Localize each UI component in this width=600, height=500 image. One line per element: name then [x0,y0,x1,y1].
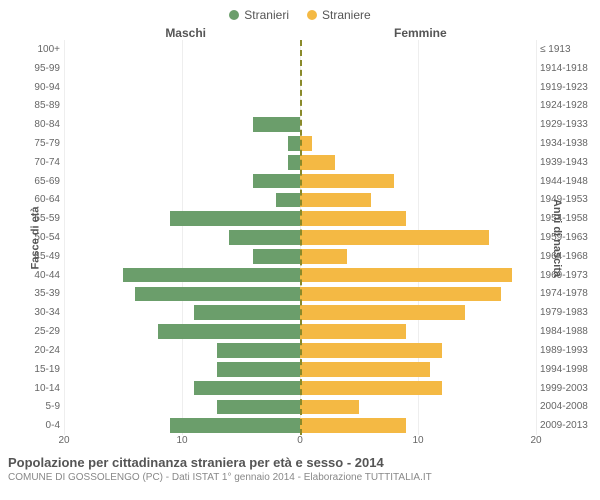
age-label: 65-69 [8,172,64,191]
year-label: 1959-1963 [536,228,592,247]
age-label: 100+ [8,40,64,59]
bar-male [194,305,300,320]
age-label: 90-94 [8,78,64,97]
x-tick: 10 [176,435,187,446]
chart-title: Popolazione per cittadinanza straniera p… [8,455,592,470]
bar-male [217,400,300,415]
bar-female [300,268,512,283]
age-label: 10-14 [8,379,64,398]
bar-male [217,362,300,377]
year-label: 1919-1923 [536,78,592,97]
age-label: 85-89 [8,96,64,115]
year-label: 1944-1948 [536,172,592,191]
age-label: 35-39 [8,285,64,304]
bar-female [300,400,359,415]
y-axis-left-label: Fasce di età [29,206,41,269]
bar-male [253,117,300,132]
bar-female [300,343,442,358]
gridline [536,40,537,435]
bar-female [300,155,335,170]
swatch-male [229,10,239,20]
bar-female [300,305,465,320]
bar-male [288,155,300,170]
bar-male [123,268,300,283]
x-tick: 20 [530,435,541,446]
bar-male [170,418,300,433]
swatch-female [307,10,317,20]
year-label: 1974-1978 [536,285,592,304]
age-label: 5-9 [8,397,64,416]
chart-subtitle: COMUNE DI GOSSOLENGO (PC) - Dati ISTAT 1… [8,472,592,483]
year-label: 2004-2008 [536,397,592,416]
age-label: 15-19 [8,360,64,379]
age-label: 20-24 [8,341,64,360]
bar-female [300,362,430,377]
year-label: 1914-1918 [536,59,592,78]
age-label: 70-74 [8,153,64,172]
bars-area [64,40,536,435]
legend: Stranieri Straniere [8,8,592,22]
bar-male [217,343,300,358]
x-tick: 0 [297,435,303,446]
column-headers: Maschi Femmine [8,26,592,40]
age-label: 30-34 [8,303,64,322]
header-female: Femmine [300,26,592,40]
year-label: 1954-1958 [536,209,592,228]
year-label: 1964-1968 [536,247,592,266]
year-label: 1969-1973 [536,266,592,285]
bar-male [276,193,300,208]
bar-female [300,418,406,433]
pyramid-chart: Stranieri Straniere Maschi Femmine Fasce… [0,0,600,500]
age-label: 80-84 [8,115,64,134]
year-label: 1929-1933 [536,115,592,134]
legend-item-female: Straniere [307,8,371,22]
bar-male [194,381,300,396]
x-axis: 201001020 [64,435,536,449]
x-tick: 10 [412,435,423,446]
pyramid-body: Fasce di età Anni di nascita 100+95-9990… [8,40,592,435]
x-tick: 20 [58,435,69,446]
bar-female [300,324,406,339]
bar-male [229,230,300,245]
bar-female [300,287,501,302]
bar-male [158,324,300,339]
bar-male [170,211,300,226]
bar-male [288,136,300,151]
age-label: 95-99 [8,59,64,78]
year-label: 1934-1938 [536,134,592,153]
chart-footer: Popolazione per cittadinanza straniera p… [8,455,592,483]
year-label: 1949-1953 [536,191,592,210]
legend-item-male: Stranieri [229,8,289,22]
legend-label-male: Stranieri [244,8,289,22]
bar-female [300,211,406,226]
center-line [300,40,302,435]
bar-female [300,174,394,189]
year-label: ≤ 1913 [536,40,592,59]
age-label: 75-79 [8,134,64,153]
legend-label-female: Straniere [322,8,371,22]
year-labels: ≤ 19131914-19181919-19231924-19281929-19… [536,40,592,435]
bar-male [253,174,300,189]
year-label: 1924-1928 [536,96,592,115]
age-label: 0-4 [8,416,64,435]
year-label: 1994-1998 [536,360,592,379]
year-label: 1984-1988 [536,322,592,341]
year-label: 2009-2013 [536,416,592,435]
bar-female [300,193,371,208]
bar-female [300,381,442,396]
year-label: 1999-2003 [536,379,592,398]
year-label: 1979-1983 [536,303,592,322]
y-axis-right-label: Anni di nascita [551,198,563,276]
bar-female [300,230,489,245]
year-label: 1939-1943 [536,153,592,172]
age-label: 25-29 [8,322,64,341]
header-male: Maschi [8,26,300,40]
bar-female [300,249,347,264]
year-label: 1989-1993 [536,341,592,360]
bar-male [135,287,300,302]
bar-male [253,249,300,264]
